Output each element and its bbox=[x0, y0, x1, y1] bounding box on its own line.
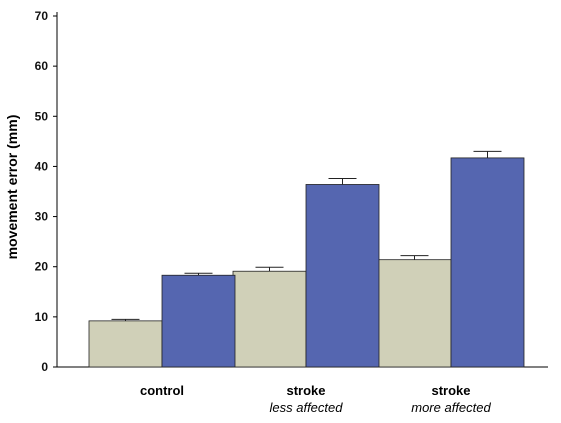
y-tick-label: 10 bbox=[35, 310, 49, 324]
y-tick-label: 20 bbox=[35, 260, 49, 274]
x-category-sublabel: more affected bbox=[411, 400, 491, 415]
x-category-label: control bbox=[140, 383, 184, 398]
x-category-label: stroke bbox=[431, 383, 470, 398]
bar bbox=[377, 259, 452, 368]
y-tick-label: 50 bbox=[35, 109, 49, 123]
x-category-label: stroke bbox=[286, 383, 325, 398]
y-tick-label: 0 bbox=[41, 360, 48, 374]
x-category-sublabel: less affected bbox=[270, 400, 344, 415]
bar bbox=[450, 157, 525, 368]
y-tick-label: 30 bbox=[35, 210, 49, 224]
bar bbox=[161, 274, 236, 368]
category-labels: control stroke less affected stroke more aff… bbox=[140, 383, 492, 415]
bar bbox=[88, 320, 163, 368]
y-tick-label: 60 bbox=[35, 59, 49, 73]
y-axis-label: movement error (mm) bbox=[4, 115, 20, 260]
bars bbox=[88, 150, 525, 368]
y-tick-label: 70 bbox=[35, 9, 49, 23]
y-tick-label: 40 bbox=[35, 159, 49, 173]
bar bbox=[232, 270, 307, 368]
bar bbox=[305, 184, 380, 368]
